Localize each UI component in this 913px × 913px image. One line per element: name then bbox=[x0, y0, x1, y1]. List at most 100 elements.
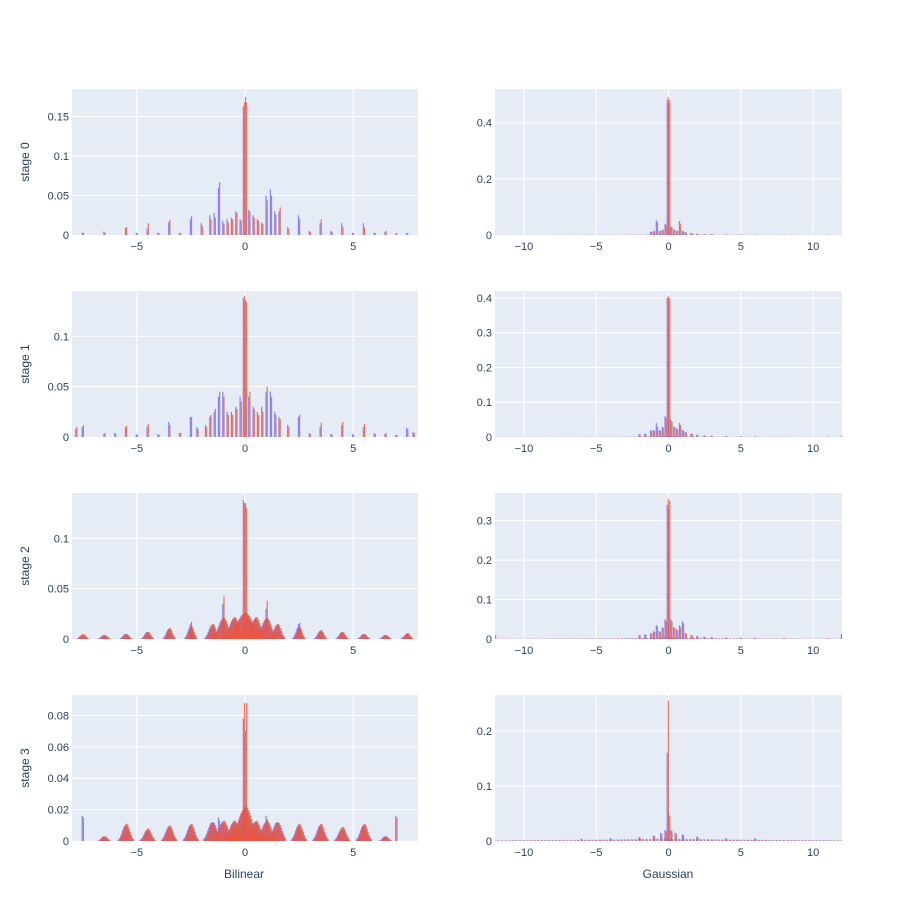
bar bbox=[250, 831, 252, 841]
bar bbox=[236, 212, 238, 235]
bar bbox=[342, 421, 344, 437]
bar bbox=[667, 97, 669, 235]
bar bbox=[646, 839, 649, 841]
bar bbox=[728, 638, 730, 639]
bar bbox=[163, 838, 165, 841]
bar bbox=[662, 229, 664, 235]
bar bbox=[598, 839, 600, 841]
bar bbox=[664, 839, 667, 841]
bar bbox=[678, 625, 681, 639]
bar bbox=[163, 636, 165, 639]
bar bbox=[495, 840, 497, 841]
bar bbox=[650, 637, 652, 639]
bar bbox=[661, 637, 663, 639]
bar bbox=[343, 632, 345, 639]
bar bbox=[516, 840, 518, 841]
bar bbox=[387, 635, 389, 639]
bar bbox=[558, 839, 561, 841]
bar bbox=[668, 637, 670, 639]
bar bbox=[107, 838, 109, 841]
bar bbox=[384, 635, 386, 639]
y-tick-label: 0 bbox=[486, 230, 492, 242]
bar bbox=[664, 637, 667, 639]
bar bbox=[639, 837, 641, 841]
bar bbox=[234, 616, 236, 639]
bar bbox=[279, 825, 281, 841]
bar bbox=[842, 436, 843, 437]
col-title-1: Gaussian bbox=[643, 867, 694, 881]
bar bbox=[167, 629, 170, 639]
bar bbox=[272, 833, 274, 841]
bar bbox=[288, 228, 290, 235]
bar bbox=[680, 627, 682, 639]
bar bbox=[317, 635, 319, 639]
bar bbox=[693, 839, 695, 841]
bar bbox=[649, 436, 651, 437]
bar bbox=[303, 635, 305, 639]
bar bbox=[675, 629, 678, 639]
bar bbox=[176, 839, 178, 841]
bar bbox=[725, 637, 727, 639]
bar bbox=[227, 833, 230, 841]
bar bbox=[649, 231, 652, 235]
bar bbox=[729, 638, 732, 639]
bar bbox=[214, 408, 216, 437]
bar bbox=[649, 838, 651, 841]
bar bbox=[675, 428, 678, 437]
bars bbox=[81, 702, 398, 841]
bar bbox=[235, 626, 238, 639]
bar bbox=[186, 636, 188, 639]
bar bbox=[262, 411, 264, 437]
bar bbox=[313, 839, 315, 841]
bar bbox=[254, 617, 257, 639]
bar bbox=[674, 229, 676, 235]
bar bbox=[300, 825, 302, 841]
bar bbox=[703, 435, 705, 437]
bar bbox=[663, 234, 665, 235]
bar bbox=[297, 628, 299, 639]
bar bbox=[209, 416, 211, 437]
bar bbox=[80, 635, 82, 639]
bar bbox=[545, 840, 547, 841]
bar bbox=[697, 636, 699, 639]
bar bbox=[75, 428, 77, 437]
bar bbox=[664, 223, 666, 235]
bar bbox=[833, 840, 835, 841]
bar bbox=[167, 827, 169, 841]
bar bbox=[665, 621, 667, 639]
bar bbox=[233, 832, 236, 841]
bar bbox=[502, 840, 504, 841]
bar bbox=[638, 434, 640, 437]
bar bbox=[621, 839, 623, 841]
bar bbox=[146, 632, 148, 639]
bar bbox=[697, 233, 699, 235]
bar bbox=[681, 230, 683, 235]
bar bbox=[230, 828, 232, 841]
bar bbox=[174, 835, 176, 841]
bar bbox=[649, 430, 652, 437]
bar bbox=[105, 635, 107, 639]
bar bbox=[838, 840, 840, 841]
bar bbox=[704, 839, 706, 841]
bar bbox=[681, 621, 683, 639]
bar bbox=[560, 840, 562, 841]
bar bbox=[219, 391, 221, 437]
bar bbox=[342, 632, 344, 639]
bar bbox=[103, 433, 105, 437]
bar bbox=[256, 219, 258, 235]
bar bbox=[362, 223, 364, 235]
bar bbox=[178, 232, 181, 235]
bar bbox=[772, 839, 774, 841]
bar bbox=[120, 837, 122, 841]
bar bbox=[725, 838, 727, 841]
bar bbox=[360, 637, 362, 639]
bar bbox=[685, 232, 688, 235]
bars bbox=[75, 500, 414, 639]
bar bbox=[152, 637, 154, 639]
row-title-1: stage 1 bbox=[18, 344, 32, 384]
bar bbox=[233, 617, 235, 639]
bar bbox=[395, 815, 397, 841]
bar bbox=[248, 616, 251, 639]
bar bbox=[189, 416, 191, 437]
bar bbox=[190, 824, 192, 841]
